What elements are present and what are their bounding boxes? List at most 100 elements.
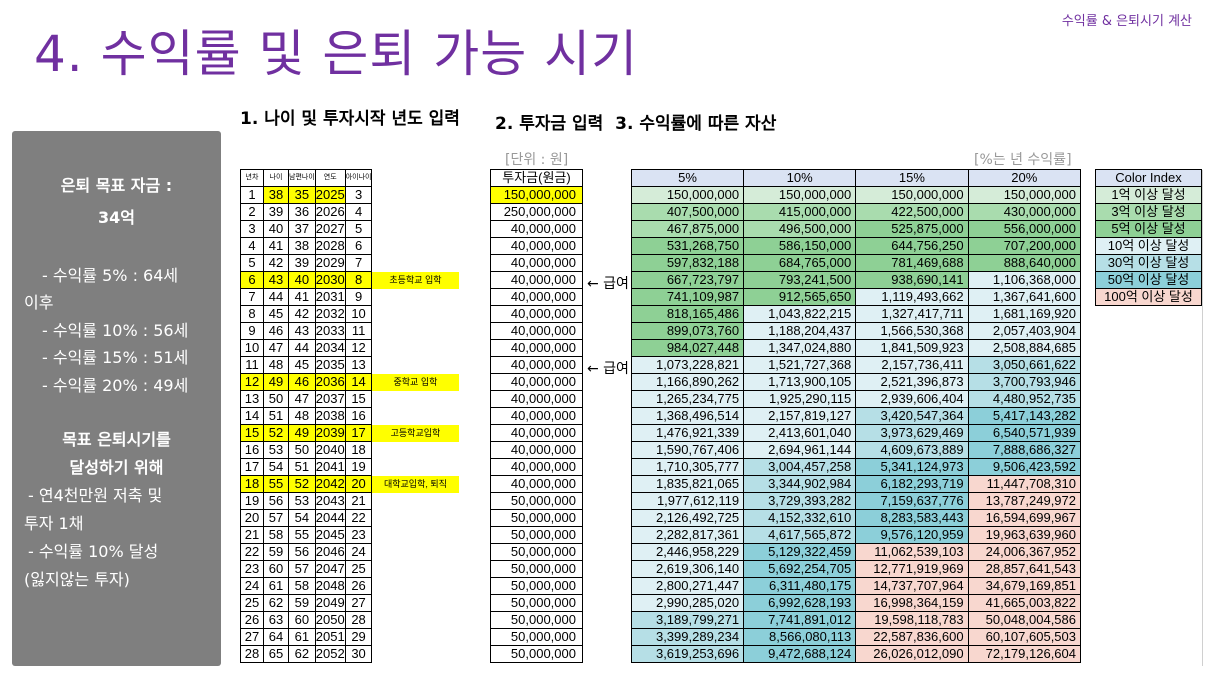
returns-cell: 1,713,900,105 <box>743 373 857 391</box>
investment-cell: 50,000,000 <box>490 577 583 595</box>
returns-row: 2,446,958,229 5,129,322,459 11,062,539,103… <box>630 543 1082 561</box>
returns-cell: 1,188,204,437 <box>743 322 857 340</box>
returns-cell: 556,000,000 <box>967 220 1082 238</box>
age-table-cell: 2029 <box>314 254 346 272</box>
investment-row: 40,000,000 <box>490 424 583 442</box>
age-table-cell: 2040 <box>314 441 346 459</box>
age-table-cell: 2045 <box>314 526 346 544</box>
age-table-cell: 16 <box>344 407 373 425</box>
age-table-cell: 61 <box>288 628 316 646</box>
returns-cell: 5,341,124,973 <box>855 458 969 476</box>
age-table-cell: 3 <box>240 220 264 238</box>
investment-row: 50,000,000 <box>490 560 583 578</box>
age-table-row: 21 58 55 2045 23 <box>240 526 459 544</box>
investment-cell: 50,000,000 <box>490 560 583 578</box>
returns-cell: 741,109,987 <box>630 288 745 306</box>
returns-cell: 1,841,509,923 <box>855 339 969 357</box>
age-table-cell: 42 <box>288 305 316 323</box>
returns-cell: 12,771,919,969 <box>855 560 969 578</box>
investment-cell: 40,000,000 <box>490 305 583 323</box>
age-table-cell: 5 <box>240 254 264 272</box>
investment-cell: 50,000,000 <box>490 526 583 544</box>
age-table-cell: 2031 <box>314 288 346 306</box>
returns-cell: 586,150,000 <box>743 237 857 255</box>
investment-row: 50,000,000 <box>490 577 583 595</box>
color-index-row: 1억 이상 달성 <box>1095 186 1202 204</box>
age-table-cell: 17 <box>344 424 373 442</box>
age-table-cell: 18 <box>344 441 373 459</box>
age-table-row: 9 46 43 2033 11 <box>240 322 459 340</box>
age-table-cell: 10 <box>240 339 264 357</box>
returns-cell: 531,268,750 <box>630 237 745 255</box>
returns-cell: 4,152,332,610 <box>743 509 857 527</box>
investment-cell: 50,000,000 <box>490 645 583 663</box>
investment-row: 40,000,000 <box>490 254 583 272</box>
age-table-row: 28 65 62 2052 30 <box>240 645 459 663</box>
milestone-label <box>372 527 459 544</box>
returns-cell: 912,565,650 <box>743 288 857 306</box>
returns-row: 1,073,228,821 1,521,727,368 2,157,736,411 3… <box>630 356 1082 374</box>
age-table-cell: 41 <box>288 288 316 306</box>
age-table-cell: 42 <box>263 254 289 272</box>
age-table: 년차 나이 남편나이 연도 아이나이 1 38 35 2025 3 2 39 36 2026 4 3 40 37… <box>240 169 459 663</box>
investment-cell: 150,000,000 <box>490 186 583 204</box>
age-table-cell: 59 <box>263 543 289 561</box>
returns-cell: 28,857,641,543 <box>967 560 1082 578</box>
investment-cell: 50,000,000 <box>490 594 583 612</box>
returns-cell: 1,681,169,920 <box>967 305 1082 323</box>
returns-cell: 2,157,819,127 <box>743 407 857 425</box>
returns-cell: 3,004,457,258 <box>743 458 857 476</box>
milestone-label <box>372 391 459 408</box>
returns-row: 467,875,000 496,500,000 525,875,000 556,000… <box>630 220 1082 238</box>
returns-cell: 26,026,012,090 <box>855 645 969 663</box>
returns-row: 531,268,750 586,150,000 644,756,250 707,200… <box>630 237 1082 255</box>
plan-item-1: - 연4천만원 저축 및 <box>28 486 163 505</box>
age-table-cell: 7 <box>240 288 264 306</box>
investment-row: 40,000,000 <box>490 322 583 340</box>
returns-row: 1,265,234,775 1,925,290,115 2,939,606,404 4… <box>630 390 1082 408</box>
returns-cell: 899,073,760 <box>630 322 745 340</box>
returns-cell: 41,665,003,822 <box>967 594 1082 612</box>
returns-cell: 7,159,637,776 <box>855 492 969 510</box>
age-table-cell: 1 <box>240 186 264 204</box>
page-title: 4. 수익률 및 은퇴 가능 시기 <box>34 25 639 83</box>
returns-header: 15% <box>855 169 969 187</box>
age-table-row: 18 55 52 2042 20 대학교입학, 퇴직 <box>240 475 459 493</box>
age-table-cell: 27 <box>240 628 264 646</box>
milestone-label <box>372 578 459 595</box>
investment-cell: 40,000,000 <box>490 407 583 425</box>
returns-row: 1,835,821,065 3,344,902,984 6,182,293,719 1… <box>630 475 1082 493</box>
returns-row: 818,165,486 1,043,822,215 1,327,417,711 1,6… <box>630 305 1082 323</box>
age-table-cell: 14 <box>240 407 264 425</box>
returns-row: 2,126,492,725 4,152,332,610 8,283,583,443 1… <box>630 509 1082 527</box>
investment-row: 50,000,000 <box>490 526 583 544</box>
returns-row: 2,282,817,361 4,617,565,872 9,576,120,959 1… <box>630 526 1082 544</box>
investment-cell: 40,000,000 <box>490 271 583 289</box>
age-table-cell: 2046 <box>314 543 346 561</box>
age-table-row: 5 42 39 2029 7 <box>240 254 459 272</box>
returns-header: 5% <box>630 169 745 187</box>
investment-cell: 50,000,000 <box>490 611 583 629</box>
returns-row: 1,710,305,777 3,004,457,258 5,341,124,973 9… <box>630 458 1082 476</box>
returns-cell: 1,106,368,000 <box>967 271 1082 289</box>
returns-cell: 1,265,234,775 <box>630 390 745 408</box>
age-table-cell: 2032 <box>314 305 346 323</box>
age-table-cell: 48 <box>263 356 289 374</box>
returns-cell: 16,998,364,159 <box>855 594 969 612</box>
returns-cell: 1,327,417,711 <box>855 305 969 323</box>
age-table-cell: 46 <box>263 322 289 340</box>
age-table-row: 7 44 41 2031 9 <box>240 288 459 306</box>
milestone-label: 고등학교입학 <box>371 424 459 442</box>
age-table-cell: 3 <box>344 186 373 204</box>
salary-arrow-1: ← 급여 <box>587 276 629 292</box>
investment-cell: 50,000,000 <box>490 509 583 527</box>
age-table-cell: 62 <box>288 645 316 663</box>
age-table-cell: 4 <box>344 203 373 221</box>
returns-header: 10% <box>743 169 857 187</box>
rate-note: [%는 년 수익률] <box>974 152 1072 168</box>
returns-row: 899,073,760 1,188,204,437 1,566,530,368 2,0… <box>630 322 1082 340</box>
returns-row: 1,166,890,262 1,713,900,105 2,521,396,873 3… <box>630 373 1082 391</box>
age-table-cell: 2039 <box>314 424 346 442</box>
age-table-cell: 19 <box>240 492 264 510</box>
color-index-row: 10억 이상 달성 <box>1095 237 1202 255</box>
